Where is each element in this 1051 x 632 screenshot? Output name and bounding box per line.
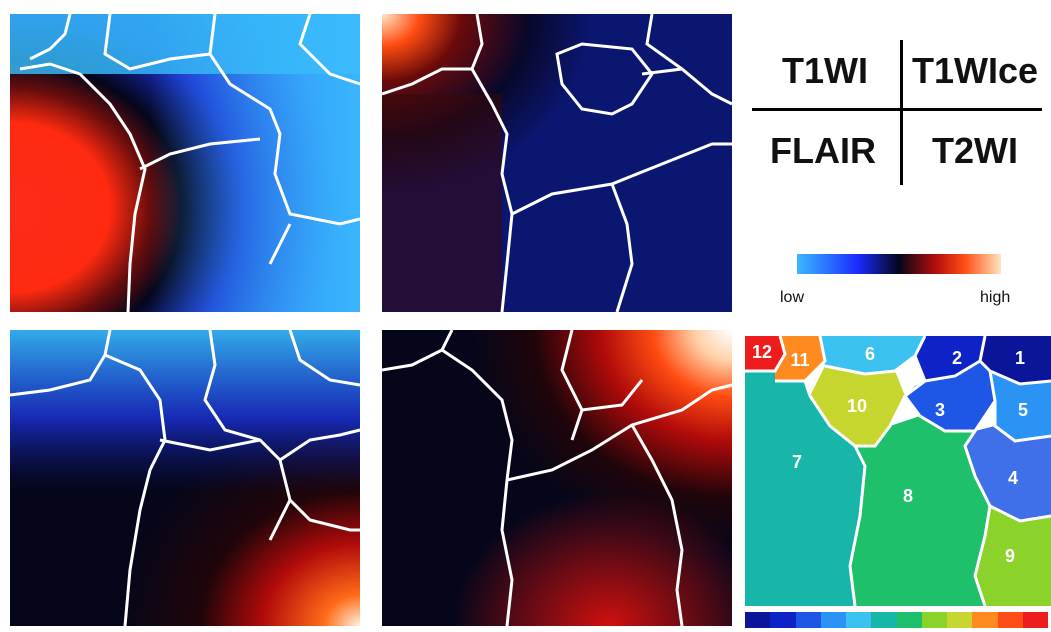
legend-label-t2wi: T2WI — [932, 130, 1018, 171]
legend-label-flair: FLAIR — [770, 130, 876, 171]
colorbar-low-label: low — [780, 289, 805, 306]
cluster-label-2: 2 — [952, 348, 962, 368]
cluster-label-9: 9 — [1005, 546, 1015, 566]
cluster-region-10 — [810, 366, 905, 446]
colorbar-high-label: high — [980, 289, 1011, 306]
cluster-color-swatch — [820, 612, 846, 628]
legend-label-t1wice: T1WIce — [912, 50, 1039, 91]
cluster-color-swatch — [795, 612, 821, 628]
intensity-colorbar — [797, 254, 1001, 274]
cluster-label-8: 8 — [903, 486, 913, 506]
cluster-region-8 — [850, 416, 990, 606]
cluster-color-swatch — [947, 612, 973, 628]
legend-label-t1wi: T1WI — [782, 50, 868, 91]
cluster-region-5 — [990, 371, 1051, 441]
cluster-color-swatch — [1022, 612, 1048, 628]
cluster-label-5: 5 — [1018, 400, 1028, 420]
cluster-label-7: 7 — [792, 452, 802, 472]
cluster-label-10: 10 — [847, 396, 867, 416]
som-map-t1wi — [10, 14, 362, 314]
cluster-color-swatch — [770, 612, 796, 628]
cluster-color-swatch — [921, 612, 947, 628]
som-map-t1wice — [382, 14, 734, 314]
legend-vertical-divider — [900, 40, 903, 185]
cluster-map: 12 11 6 2 1 10 3 5 7 4 8 9 — [745, 336, 1051, 606]
cluster-region-7 — [745, 371, 865, 606]
cluster-region-12 — [745, 336, 785, 371]
cluster-color-swatch — [871, 612, 897, 628]
cluster-region-1 — [980, 336, 1051, 384]
cluster-color-swatch — [846, 612, 872, 628]
cluster-label-11: 11 — [790, 350, 809, 370]
cluster-region-2 — [915, 336, 985, 381]
som-map-t2wi — [382, 330, 734, 628]
cluster-region-6 — [820, 336, 925, 374]
cluster-label-1: 1 — [1015, 348, 1025, 368]
som-map-flair — [10, 330, 362, 628]
cluster-label-3: 3 — [935, 400, 945, 420]
cluster-label-12: 12 — [752, 342, 772, 362]
cluster-color-swatch — [896, 612, 922, 628]
cluster-color-swatch — [745, 612, 771, 628]
legend-horizontal-divider — [752, 108, 1042, 111]
cluster-color-swatch — [997, 612, 1023, 628]
cluster-region-9 — [975, 506, 1051, 606]
cluster-color-swatch — [972, 612, 998, 628]
cluster-region-11 — [775, 336, 825, 381]
cluster-region-3 — [905, 361, 995, 431]
sequence-layout-legend: T1WI T1WIce FLAIR T2WI — [752, 40, 1051, 190]
cluster-colorbar — [745, 612, 1048, 628]
cluster-label-6: 6 — [865, 344, 875, 364]
cluster-label-4: 4 — [1008, 468, 1018, 488]
